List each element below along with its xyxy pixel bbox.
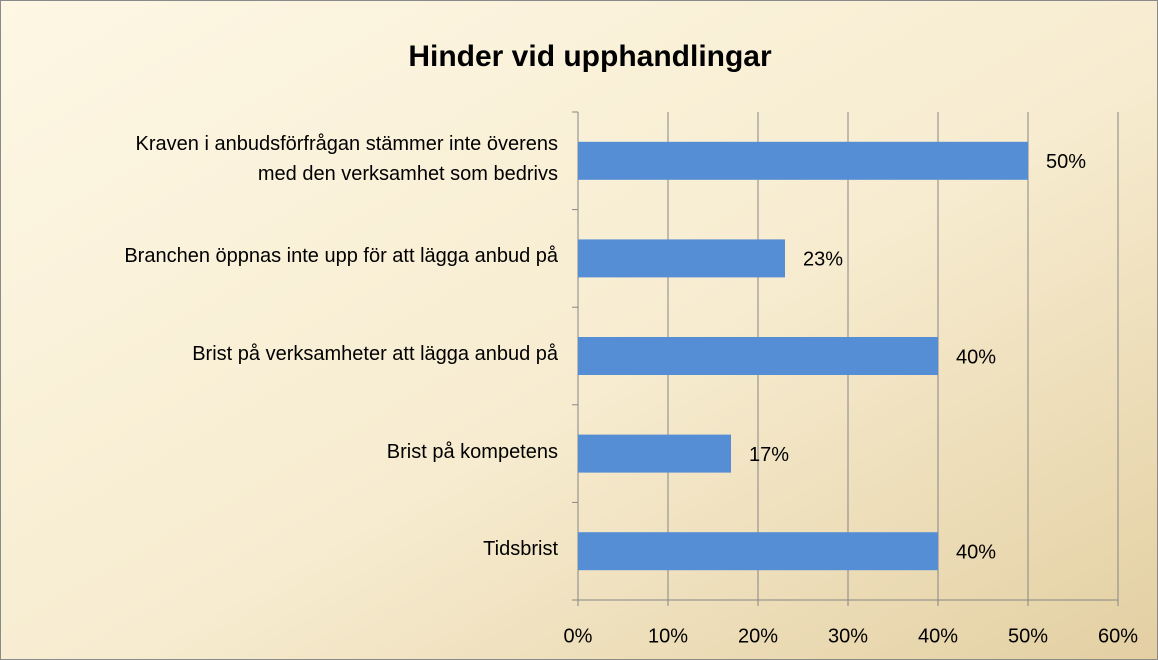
bar: [578, 141, 1028, 180]
x-tick-label: 40%: [918, 625, 958, 647]
value-label: 23%: [803, 249, 843, 271]
bar: [578, 337, 938, 375]
y-tick-label: Brist på kompetens: [386, 440, 558, 463]
x-tick-label: 30%: [828, 625, 868, 647]
x-tick-label: 20%: [738, 625, 778, 647]
y-tick-label: Tidsbrist: [483, 538, 558, 561]
y-tick-label: Branchen öppnas inte upp för att lägga a…: [124, 245, 558, 268]
value-label: 40%: [956, 346, 996, 368]
chart-title: Hinder vid upphandlingar: [408, 40, 772, 73]
value-label: 17%: [749, 444, 789, 466]
bar: [578, 532, 938, 571]
x-tick-label: 50%: [1008, 625, 1048, 647]
bar: [578, 239, 785, 278]
y-tick-label: Kraven i anbudsförfrågan stämmer inte öv…: [135, 132, 558, 185]
y-tick-label: Brist på verksamheter att lägga anbud på: [192, 343, 558, 365]
value-label: 40%: [956, 541, 996, 563]
x-tick-label: 60%: [1098, 625, 1138, 647]
bar: [578, 434, 731, 473]
x-tick-label: 10%: [648, 625, 688, 647]
value-label: 50%: [1046, 151, 1086, 173]
x-tick-label: 0%: [564, 625, 593, 647]
